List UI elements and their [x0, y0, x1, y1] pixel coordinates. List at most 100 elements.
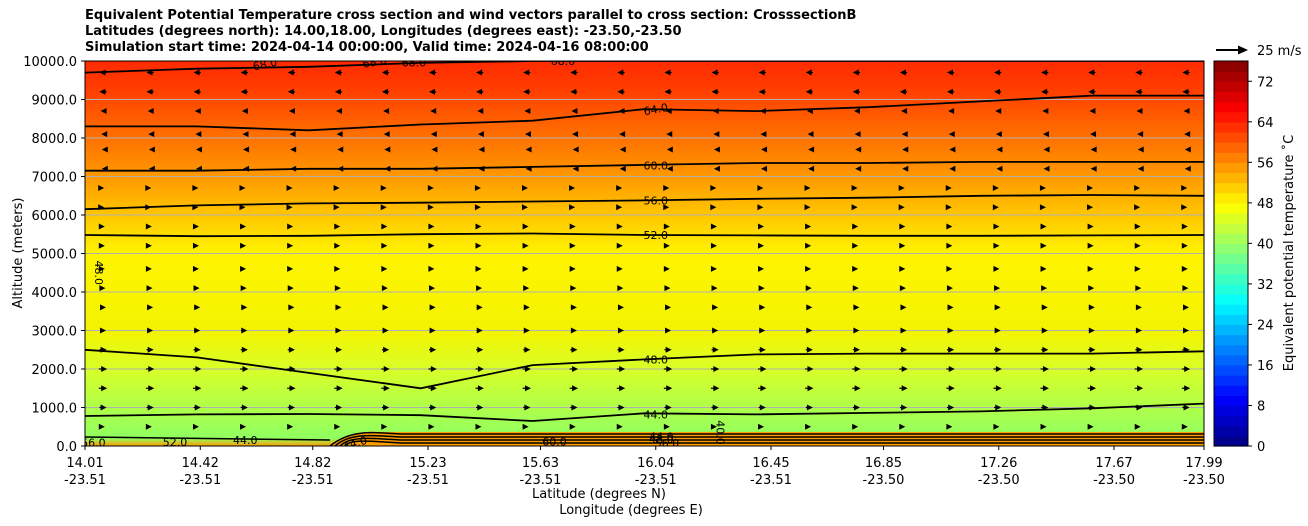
wind-vector — [147, 327, 154, 334]
wind-vector-head — [98, 223, 105, 230]
wind-vector — [98, 366, 108, 372]
wind-vector — [570, 346, 578, 353]
wind-vector-head — [1181, 185, 1188, 192]
wind-vector-head — [195, 146, 202, 153]
wind-vector — [336, 108, 343, 115]
wind-vector — [570, 327, 577, 334]
wind-vector-head — [663, 185, 670, 192]
wind-vector — [287, 346, 295, 353]
wind-vector-head — [805, 223, 812, 230]
wind-vector — [994, 88, 1002, 95]
x-tick-label-lat: 16.45 — [752, 456, 789, 471]
wind-vector-head — [243, 146, 250, 153]
wind-vector-head — [427, 185, 434, 192]
wind-vector — [1042, 131, 1049, 138]
colorbar-segment — [1214, 425, 1248, 437]
colorbar-segment — [1214, 223, 1248, 234]
wind-vector — [1137, 165, 1144, 172]
wind-vector-head — [898, 204, 905, 211]
wind-vector-head — [713, 131, 720, 138]
wind-vector-head — [242, 366, 249, 372]
wind-vector — [713, 131, 720, 138]
x-tick-label-lon: -23.51 — [179, 473, 221, 488]
wind-vector — [1087, 242, 1094, 249]
wind-vector — [194, 108, 201, 115]
wind-vector-head — [1137, 385, 1144, 392]
wind-vector-head — [712, 346, 719, 353]
wind-vector — [617, 304, 624, 311]
wind-vector-head — [241, 346, 248, 353]
wind-vector-head — [474, 204, 481, 211]
wind-vector-head — [148, 366, 155, 372]
wind-vector — [476, 304, 483, 311]
wind-vector — [619, 131, 626, 138]
wind-vector — [663, 204, 670, 211]
wind-vector-head — [569, 185, 576, 192]
wind-vector — [1182, 404, 1190, 411]
wind-vector-head — [337, 165, 344, 172]
chart-title-line-3: Simulation start time: 2024-04-14 00:00:… — [85, 40, 649, 55]
wind-vector — [1135, 88, 1143, 95]
wind-vector-head — [148, 146, 155, 153]
wind-vector — [148, 131, 155, 138]
colorbar-segment — [1214, 435, 1248, 447]
wind-vector — [569, 385, 579, 392]
x-tick-label-lon: -23.51 — [635, 473, 677, 488]
wind-vector — [852, 242, 859, 249]
wind-vector — [100, 304, 106, 311]
wind-vector — [522, 223, 529, 230]
wind-vector-head — [618, 108, 625, 115]
contour-label: 44.0 — [233, 434, 258, 447]
quiver-key: 25 m/s — [1216, 44, 1302, 59]
wind-vector-head — [946, 88, 953, 95]
wind-vector-head — [195, 165, 202, 172]
wind-vector — [195, 131, 202, 138]
wind-vector-head — [101, 385, 108, 392]
wind-vector-head — [1136, 404, 1143, 411]
wind-vector — [522, 242, 529, 249]
wind-vector — [711, 346, 719, 353]
wind-vector — [100, 108, 107, 115]
wind-vector — [523, 304, 530, 311]
wind-vector — [475, 223, 482, 230]
colorbar-label: Equivalent potential temperature ˚C — [1281, 135, 1297, 371]
x-tick-label-lat: 14.82 — [294, 456, 331, 471]
colorbar-segment — [1214, 375, 1248, 386]
wind-vector-head — [240, 423, 247, 430]
wind-vector-head — [1134, 223, 1141, 230]
wind-vector — [993, 223, 1000, 230]
wind-vector — [805, 366, 814, 372]
wind-vector — [1041, 404, 1049, 411]
y-axis: 0.0 1000.0 2000.0 3000.0 4000.0 5000.0 6000.0 7… — [23, 55, 85, 455]
wind-vector — [946, 88, 955, 95]
wind-vector-head — [665, 108, 672, 115]
colorbar-segment — [1214, 202, 1248, 214]
wind-vector — [758, 69, 766, 76]
wind-vector — [1135, 69, 1143, 76]
wind-vector — [429, 304, 436, 311]
wind-vector — [616, 223, 623, 230]
x-tick-label-lon: -23.50 — [863, 473, 905, 488]
wind-vector — [569, 223, 576, 230]
wind-vector-head — [286, 204, 293, 211]
wind-vector — [1184, 131, 1191, 138]
colorbar-tick-label: 16 — [1257, 359, 1274, 374]
wind-vector-head — [288, 346, 295, 353]
wind-vector — [758, 242, 765, 249]
wind-vector — [1040, 265, 1047, 272]
wind-vector-head — [192, 223, 199, 230]
wind-vector-head — [806, 108, 813, 115]
wind-vector — [759, 108, 766, 115]
wind-vector-head — [713, 385, 720, 392]
wind-vector-head — [758, 265, 765, 272]
wind-vector-head — [1183, 327, 1189, 334]
contour-label: 56.0 — [655, 437, 680, 450]
wind-vector-head — [334, 242, 341, 249]
y-tick-label: 8000.0 — [32, 132, 78, 147]
wind-vector — [902, 146, 909, 153]
wind-vector — [993, 242, 1000, 249]
wind-vector — [1137, 131, 1144, 138]
wind-vector-head — [710, 185, 717, 192]
wind-vector — [898, 185, 905, 192]
wind-vector-head — [902, 146, 909, 153]
